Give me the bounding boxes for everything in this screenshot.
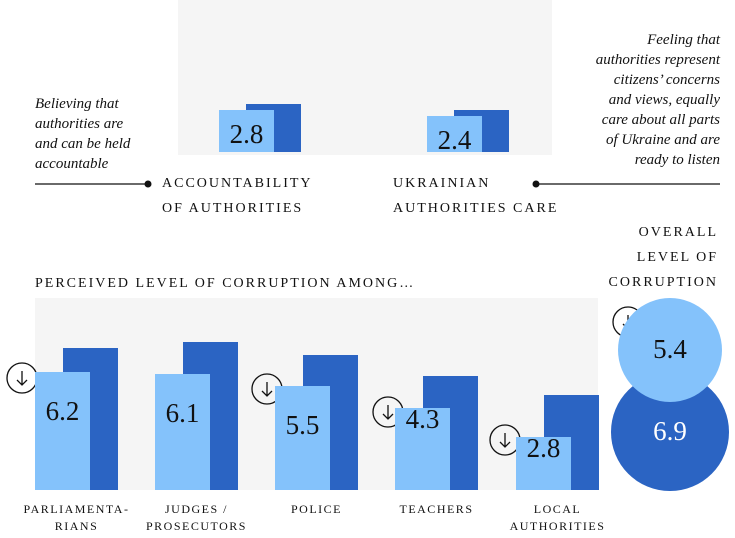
annotation: Believing that authorities are and can b… xyxy=(35,96,131,172)
value-label: 2.8 xyxy=(526,432,561,463)
bar xyxy=(516,436,571,490)
value-label: 2.8 xyxy=(229,119,264,149)
annotation: Feeling that authorities represent citiz… xyxy=(595,32,720,168)
value-label: 6.1 xyxy=(165,398,200,429)
bar xyxy=(395,408,450,490)
bubble xyxy=(617,297,723,403)
bar xyxy=(35,372,90,490)
value-label: 5.5 xyxy=(285,409,320,440)
bar xyxy=(275,385,330,490)
category-label: TEACHERS xyxy=(399,502,474,516)
arrow-icon xyxy=(6,362,38,394)
bar xyxy=(155,374,210,490)
chart-title: OVERALL LEVEL OF CORRUPTION xyxy=(608,225,718,290)
bar xyxy=(219,110,274,152)
category-label: LOCAL AUTHORITIES xyxy=(509,502,606,533)
category-label: PARLIAMENTA- RIANS xyxy=(23,502,130,533)
value-label: 6.9 xyxy=(653,416,687,446)
value-label: 5.4 xyxy=(653,334,687,364)
bar xyxy=(427,116,482,152)
value-label: 2.4 xyxy=(437,125,472,155)
value-label: 6.2 xyxy=(45,396,80,427)
value-label: 4.3 xyxy=(405,404,440,435)
category-label: POLICE xyxy=(291,502,342,516)
category-label: JUDGES / PROSECUTORS xyxy=(146,502,247,533)
category-label: UKRAINIAN AUTHORITIES CARE xyxy=(393,176,559,216)
chart-title: PERCEIVED LEVEL OF CORRUPTION AMONG… xyxy=(35,276,416,291)
category-label: ACCOUNTABILITY OF AUTHORITIES xyxy=(162,176,313,216)
